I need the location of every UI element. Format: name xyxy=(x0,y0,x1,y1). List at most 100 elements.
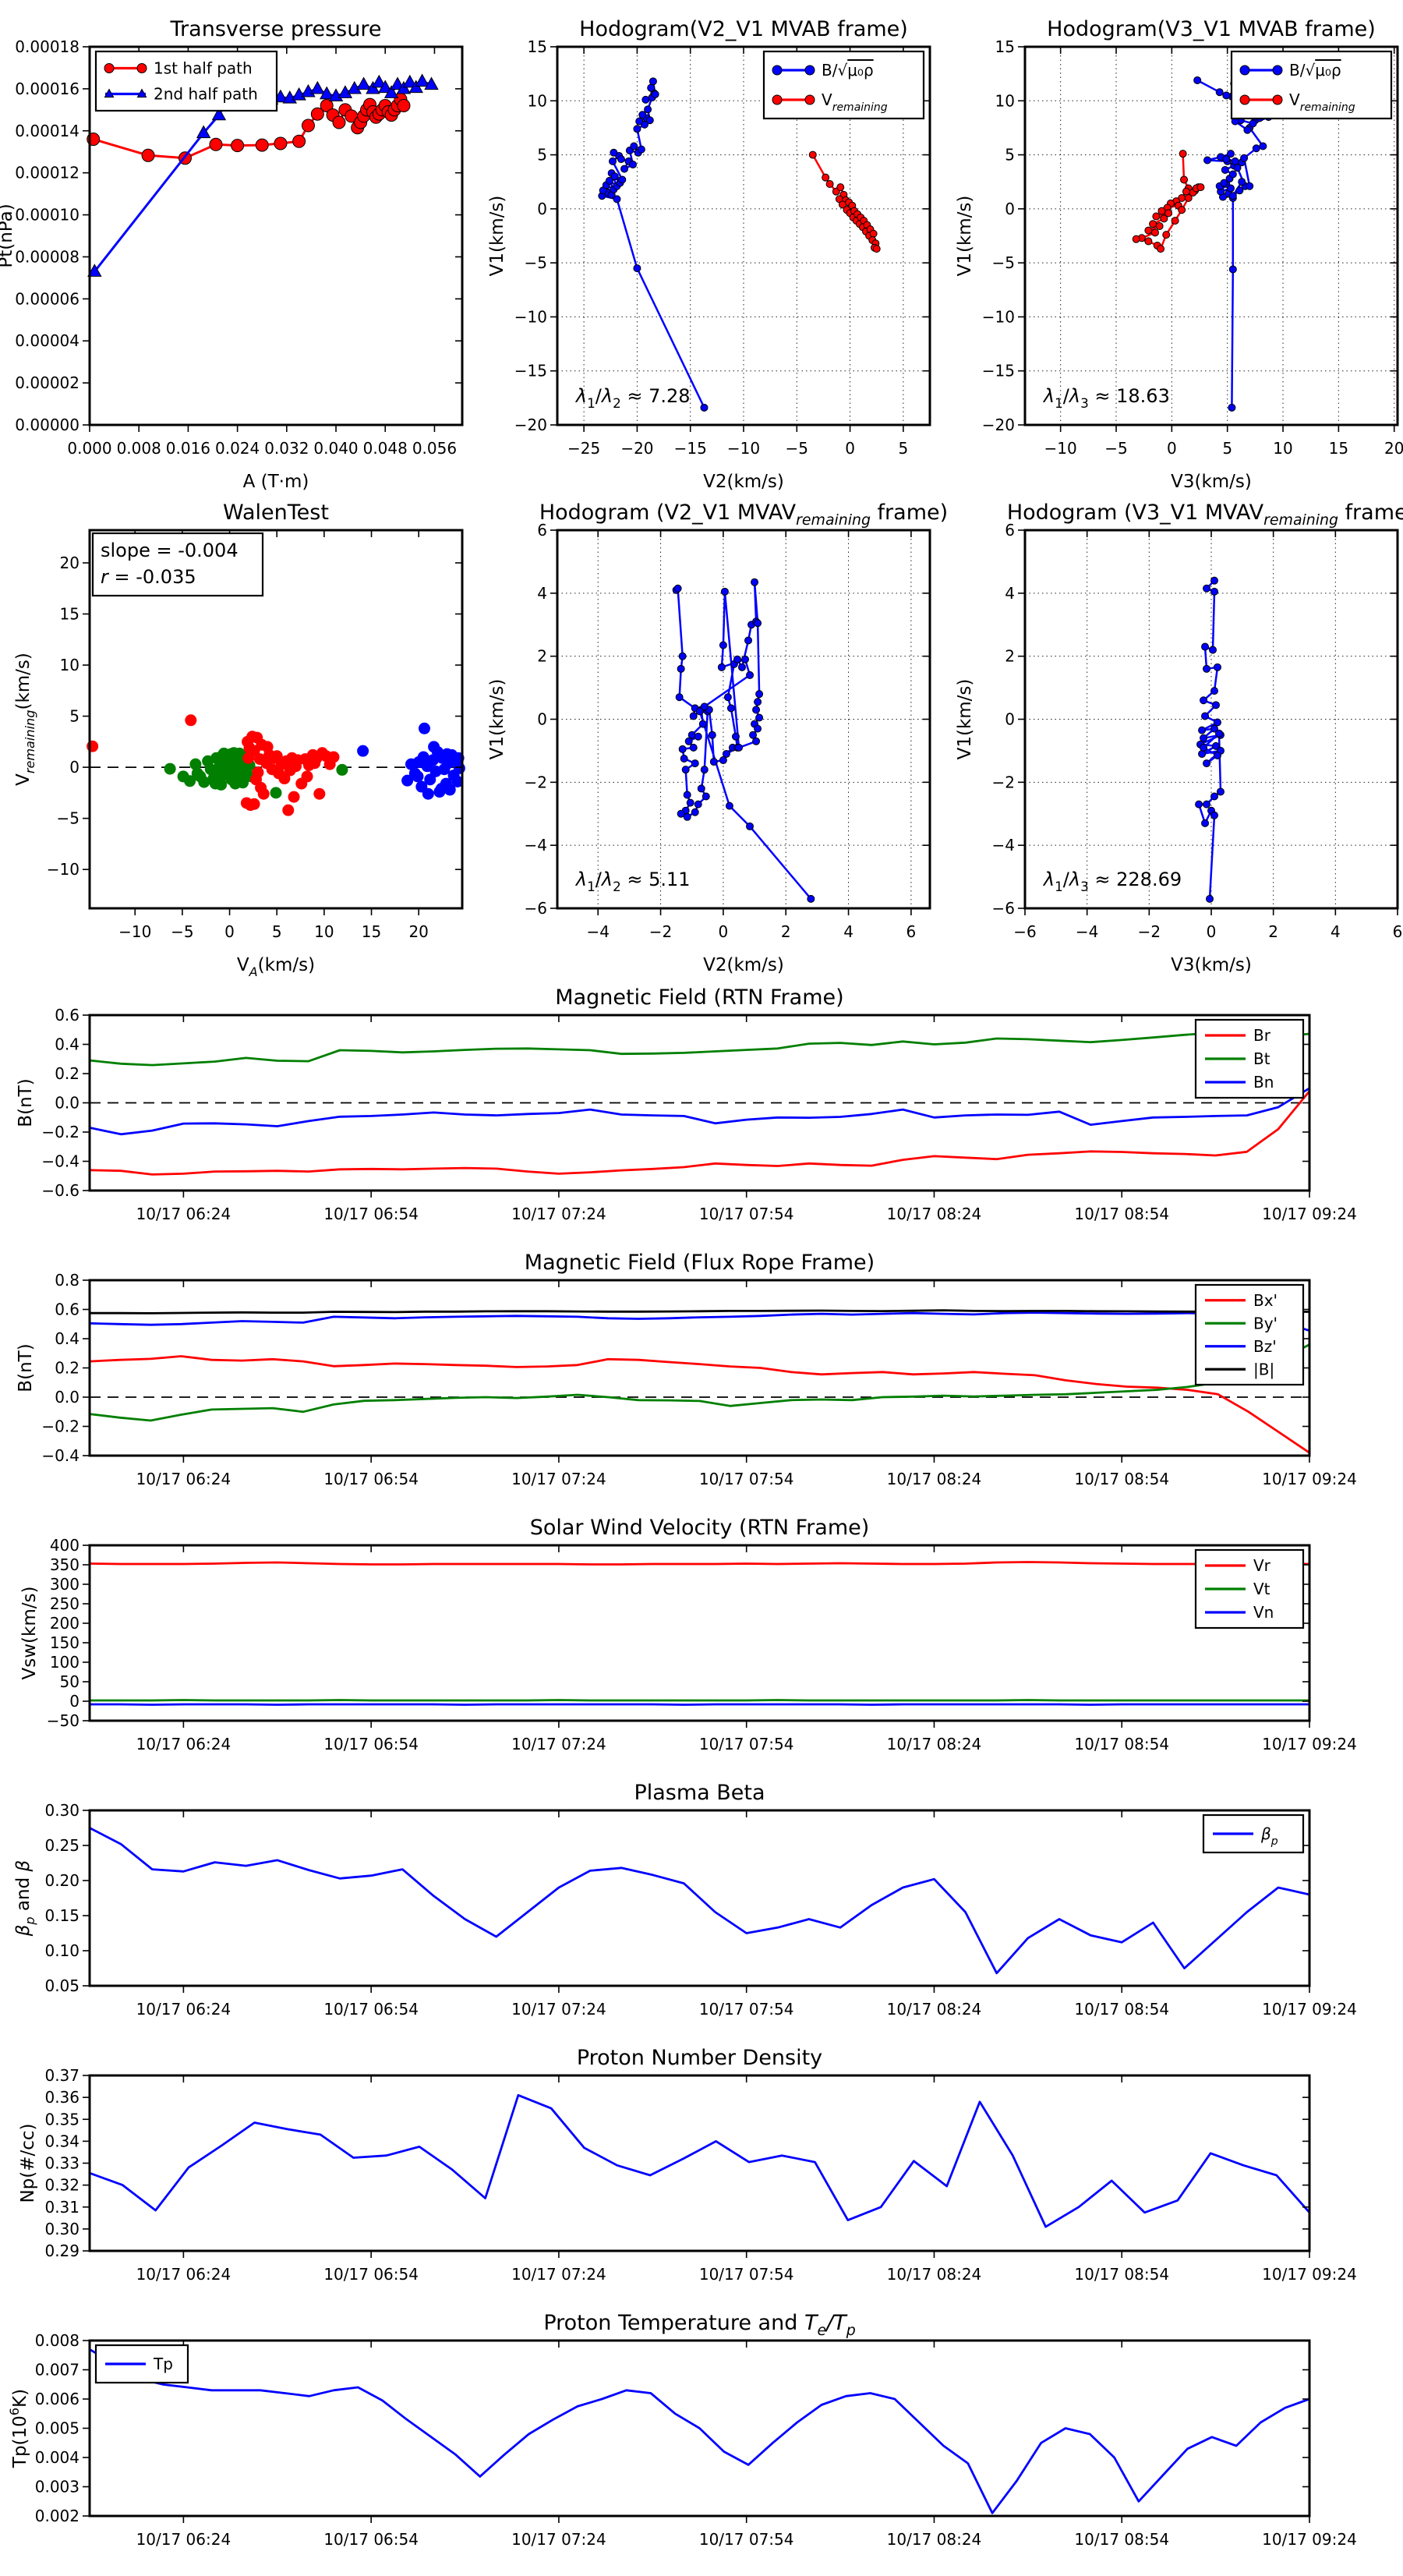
y-tick-label: 0.2 xyxy=(55,1064,80,1083)
circle-marker xyxy=(647,83,656,92)
circle-marker xyxy=(772,65,783,76)
panel-hodogram-v2v1-mvab: −25 −20 −15 −10 −5 0 5 −20 −15 −10 −5 0 5 10 15 Hodogra… xyxy=(487,17,931,492)
x-tick-label: 10/17 06:24 xyxy=(136,1470,231,1488)
circle-marker xyxy=(808,150,817,159)
circle-marker xyxy=(677,664,685,673)
circle-marker xyxy=(694,800,702,809)
circle-marker xyxy=(719,641,727,649)
circle-marker xyxy=(141,148,155,162)
scatter-point xyxy=(261,741,274,753)
scatter-point xyxy=(189,758,202,770)
circle-marker xyxy=(1233,164,1242,172)
circle-marker xyxy=(708,731,716,739)
series-line xyxy=(88,1355,1311,1454)
circle-marker xyxy=(618,175,627,184)
y-tick-label: 0.20 xyxy=(44,1871,80,1890)
y-tick-label: 0.00014 xyxy=(15,122,80,140)
panel-walen-test: −10 −5 0 5 10 15 20 −10 −5 0 5 10 15 20 WalenTest VA(km… xyxy=(13,501,465,979)
y-axis-label: V1(km/s) xyxy=(955,196,975,277)
x-tick-label: 0.040 xyxy=(313,439,358,458)
scatter-point xyxy=(428,741,440,753)
circle-marker xyxy=(755,690,764,699)
annotation: λ1/λ2 ≈ 7.28 xyxy=(574,385,691,411)
y-tick-label: 250 xyxy=(50,1594,80,1613)
y-tick-label: 0.37 xyxy=(44,2066,80,2085)
circle-marker xyxy=(1152,212,1161,221)
panel-hodogram-v3v1-mvab: −10 −5 0 5 10 15 20 −20 −15 −10 −5 0 5 10 15 Hodogram(V… xyxy=(955,17,1403,492)
panel-title: Hodogram(V3_V1 MVAB frame) xyxy=(1047,17,1376,41)
y-tick-label: 0.30 xyxy=(44,1801,80,1820)
x-tick-label: 20 xyxy=(1384,439,1403,458)
y-tick-label: 0 xyxy=(1005,200,1015,218)
circle-marker xyxy=(1246,182,1254,190)
x-tick-label: 6 xyxy=(906,922,917,941)
circle-marker xyxy=(698,720,707,728)
legend-label: Tp xyxy=(153,2355,173,2373)
circle-marker xyxy=(1171,217,1179,225)
series-bx- xyxy=(88,1355,1311,1454)
legend-label: 2nd half path xyxy=(154,85,258,104)
y-tick-label: 0.005 xyxy=(35,2419,80,2438)
triangle-marker xyxy=(408,80,423,94)
y-tick-label: 0.0 xyxy=(55,1094,80,1113)
y-tick-label: 0.00006 xyxy=(15,289,80,308)
circle-marker xyxy=(1235,186,1244,195)
circle-marker xyxy=(1239,65,1250,76)
y-axis-label: B(nT) xyxy=(16,1078,36,1127)
legend-label: Br xyxy=(1253,1026,1271,1045)
x-tick-label: 10/17 08:54 xyxy=(1074,1470,1169,1488)
y-tick-label: 5 xyxy=(69,707,80,726)
y-tick-label: −5 xyxy=(57,809,80,828)
axes-frame xyxy=(88,529,464,910)
circle-marker xyxy=(1210,811,1218,819)
circle-marker xyxy=(1220,179,1228,187)
triangle-marker xyxy=(396,80,412,94)
scatter-point xyxy=(185,714,197,727)
x-tick-label: 10/17 07:54 xyxy=(699,1205,794,1223)
legend-label: |B| xyxy=(1253,1360,1274,1378)
legend-label: Vremaining xyxy=(822,90,888,114)
circle-marker xyxy=(1206,894,1214,903)
x-tick-label: −5 xyxy=(786,439,808,458)
y-tick-label: 0.006 xyxy=(35,2390,80,2408)
circle-marker xyxy=(1249,119,1257,128)
x-tick-label: 10/17 09:24 xyxy=(1262,1735,1357,1753)
panel-title: Proton Temperature and Te/Tp xyxy=(543,2311,855,2339)
x-tick-label: −2 xyxy=(1138,922,1161,941)
y-tick-label: −10 xyxy=(514,307,547,326)
y-tick-label: −15 xyxy=(514,362,547,380)
circle-marker xyxy=(683,791,691,799)
y-tick-label: −0.2 xyxy=(41,1417,80,1436)
x-tick-label: 2 xyxy=(781,922,791,941)
x-tick-label: 5 xyxy=(1222,439,1232,458)
series-line xyxy=(88,1309,1311,1315)
circle-marker xyxy=(691,808,699,816)
circle-marker xyxy=(1184,194,1193,202)
circle-marker xyxy=(274,136,288,150)
scatter-point xyxy=(217,747,230,759)
circle-marker xyxy=(684,737,693,745)
y-axis-label: βp and β xyxy=(13,1860,37,1937)
y-tick-label: 10 xyxy=(528,91,547,110)
series-vn xyxy=(88,1703,1311,1706)
circle-marker xyxy=(605,176,613,185)
x-tick-label: 10/17 09:24 xyxy=(1262,2265,1357,2284)
circle-marker xyxy=(683,812,691,821)
x-tick-label: 10/17 07:54 xyxy=(699,1470,794,1488)
x-tick-label: 10/17 07:24 xyxy=(511,2265,606,2284)
y-tick-label: 0.34 xyxy=(44,2132,80,2150)
series-scatter-blue xyxy=(357,722,465,800)
circle-marker xyxy=(717,663,726,671)
panel-title: Hodogram (V2_V1 MVAVremaining frame) xyxy=(539,501,948,529)
x-tick-label: 5 xyxy=(272,922,282,941)
circle-marker xyxy=(1243,126,1252,134)
x-tick-label: 10/17 08:54 xyxy=(1074,1205,1169,1223)
x-tick-label: 10/17 06:24 xyxy=(136,2265,231,2284)
circle-marker xyxy=(1272,65,1283,76)
y-tick-label: 50 xyxy=(60,1672,80,1691)
x-tick-label: 0.056 xyxy=(412,439,457,458)
series-beta-p xyxy=(88,1827,1311,1975)
x-tick-label: 20 xyxy=(408,922,428,941)
circle-marker xyxy=(754,619,762,628)
circle-marker xyxy=(709,758,718,766)
